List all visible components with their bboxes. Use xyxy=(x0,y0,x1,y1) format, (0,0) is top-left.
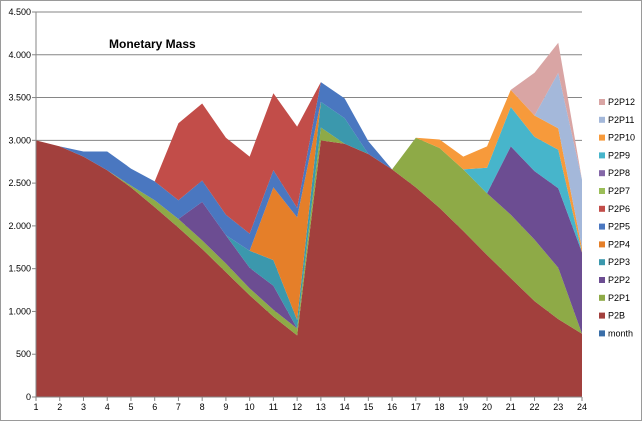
legend-item-p2p12: P2P12 xyxy=(599,97,635,107)
legend-swatch xyxy=(599,312,605,319)
legend-swatch xyxy=(599,294,605,301)
legend-swatch xyxy=(599,134,605,141)
x-tick-label: 19 xyxy=(458,402,468,412)
y-tick-label: 500 xyxy=(16,349,31,359)
legend-swatch xyxy=(599,259,605,266)
x-tick-label: 22 xyxy=(530,402,540,412)
x-tick-label: 3 xyxy=(81,402,86,412)
legend-label: P2P3 xyxy=(608,257,630,267)
y-tick-labels: 0 500 1.000 1.500 2.000 2.500 3.000 3.500 4.000 4… xyxy=(8,7,31,402)
area-series-p2p3 xyxy=(36,101,582,329)
x-tick-label: 7 xyxy=(176,402,181,412)
legend-item-p2p10: P2P10 xyxy=(599,133,635,143)
area-series-p2p6 xyxy=(36,82,582,253)
x-tick-label: 16 xyxy=(387,402,397,412)
legend-label: P2P9 xyxy=(608,150,630,160)
legend-item-p2p6: P2P6 xyxy=(599,204,630,214)
x-tick-label: 13 xyxy=(316,402,326,412)
y-tick-label: 2.000 xyxy=(8,221,31,231)
area-series xyxy=(36,42,582,397)
x-tick-label: 10 xyxy=(245,402,255,412)
legend-item-p2p8: P2P8 xyxy=(599,168,630,178)
legend-item-p2p9: P2P9 xyxy=(599,150,630,160)
area-series-p2b xyxy=(36,140,582,397)
legend-swatch xyxy=(599,205,605,212)
x-tick-label: 1 xyxy=(33,402,38,412)
y-tick-label: 1.500 xyxy=(8,264,31,274)
legend-label: P2P7 xyxy=(608,186,630,196)
legend-swatch xyxy=(599,277,605,283)
legend-label: P2P2 xyxy=(608,275,630,285)
x-tick-label: 4 xyxy=(105,402,110,412)
legend-item-p2p2: P2P2 xyxy=(599,275,630,285)
legend-swatch xyxy=(599,116,605,123)
legend-item-p2p4: P2P4 xyxy=(599,239,630,249)
x-tick-label: 21 xyxy=(506,402,516,412)
x-tick-label: 24 xyxy=(577,402,587,412)
x-tick-label: 12 xyxy=(292,402,302,412)
legend-item-p2p3: P2P3 xyxy=(599,257,630,267)
x-tick-labels: 1 2 3 4 5 6 7 8 9 10 11 12 13 14 15 16 17 18 19 20 21 22 23 24 xyxy=(33,397,587,412)
legend-label: P2P8 xyxy=(608,168,630,178)
chart-title: Monetary Mass xyxy=(109,37,196,51)
legend-label: P2P4 xyxy=(608,239,630,249)
x-tick-label: 23 xyxy=(553,402,563,412)
legend-label: P2P1 xyxy=(608,293,630,303)
x-tick-label: 5 xyxy=(128,402,133,412)
x-tick-label: 8 xyxy=(200,402,205,412)
legend-item-p2p7: P2P7 xyxy=(599,186,630,196)
legend-swatch xyxy=(599,330,605,337)
legend-swatch xyxy=(599,241,605,248)
y-tick-label: 3.000 xyxy=(8,135,31,145)
y-tick-label: 4.500 xyxy=(8,7,31,17)
x-tick-label: 6 xyxy=(152,402,157,412)
legend-label: P2P12 xyxy=(608,97,635,107)
legend-swatch xyxy=(599,223,605,230)
x-tick-label: 9 xyxy=(223,402,228,412)
area-series-p2p5 xyxy=(36,82,582,253)
area-series-p2p10 xyxy=(36,82,582,253)
y-tick-label: 3.500 xyxy=(8,93,31,103)
y-tick-label: 1.000 xyxy=(8,306,31,316)
legend-item-p2p11: P2P11 xyxy=(599,115,634,125)
legend-item-p2p5: P2P5 xyxy=(599,222,630,232)
x-tick-label: 14 xyxy=(340,402,350,412)
x-tick-label: 2 xyxy=(57,402,62,412)
y-tick-label: 0 xyxy=(26,392,31,402)
legend-label: P2B xyxy=(608,311,625,321)
legend-label: P2P5 xyxy=(608,222,630,232)
legend-swatch xyxy=(599,188,605,194)
legend-item-p2p1: P2P1 xyxy=(599,293,630,303)
x-tick-label: 18 xyxy=(435,402,445,412)
legend-label: month xyxy=(608,328,633,338)
y-tick-label: 4.000 xyxy=(8,50,31,60)
x-tick-label: 11 xyxy=(269,402,278,412)
legend-label: P2P6 xyxy=(608,204,630,214)
legend: P2P12 P2P11 P2P10 P2P9 P2P8 P2P7 P2P6 P2P5 P2P4 P… xyxy=(599,97,635,338)
legend-item-p2b: P2B xyxy=(599,311,625,321)
area-series-p2p1 xyxy=(36,127,582,336)
x-tick-label: 20 xyxy=(482,402,492,412)
axes xyxy=(35,12,582,398)
legend-label: P2P10 xyxy=(608,133,635,143)
legend-swatch xyxy=(599,99,605,105)
legend-item-month: month xyxy=(599,328,633,338)
legend-swatch xyxy=(599,152,605,159)
legend-label: P2P11 xyxy=(608,115,634,125)
x-tick-label: 17 xyxy=(411,402,421,412)
legend-swatch xyxy=(599,170,605,177)
y-tick-label: 2.500 xyxy=(8,178,31,188)
x-tick-label: 15 xyxy=(363,402,373,412)
